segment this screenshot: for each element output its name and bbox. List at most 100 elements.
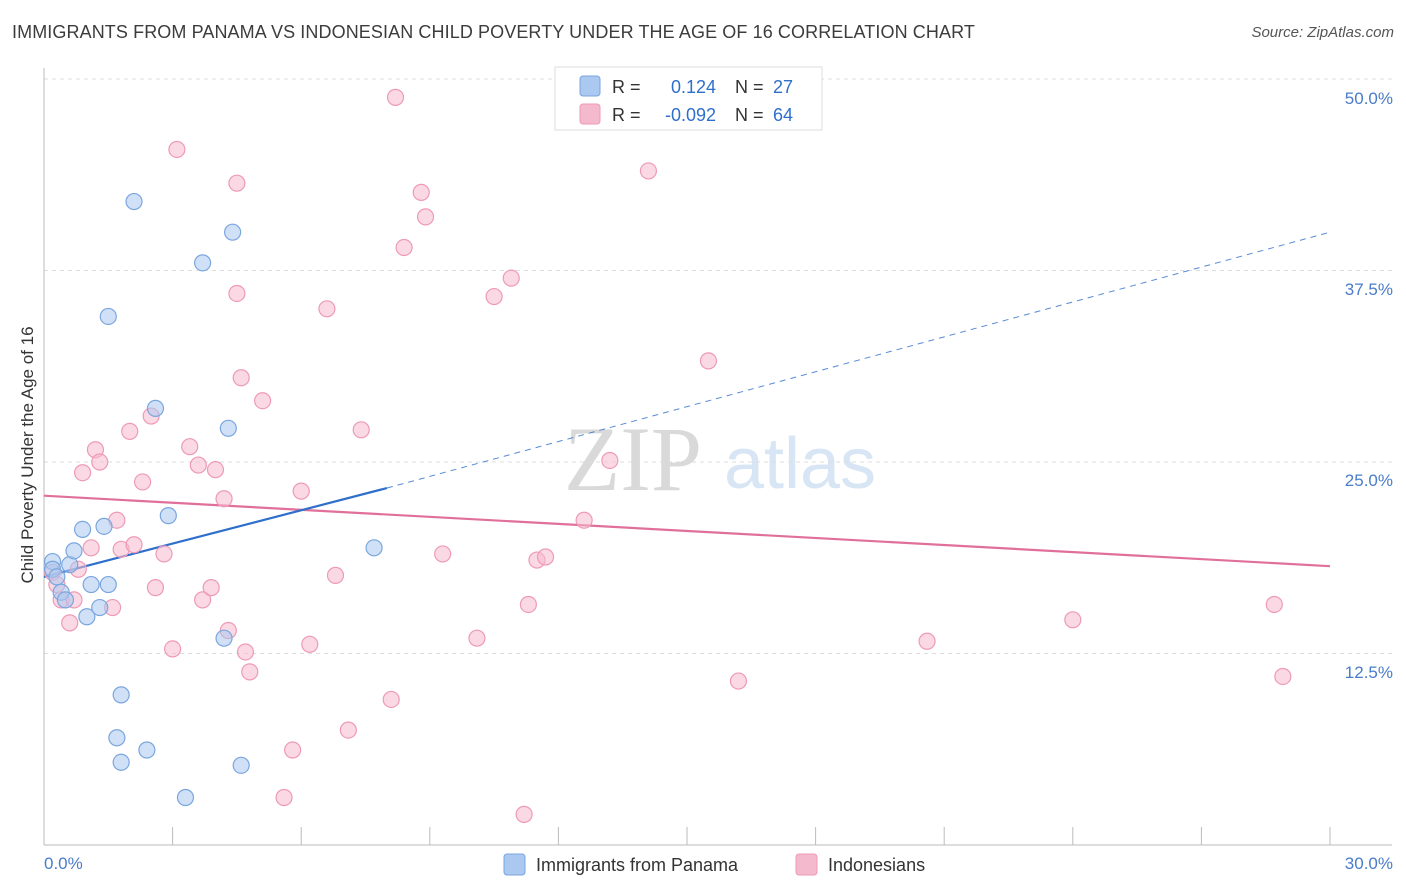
- stats-n-value: 64: [773, 105, 793, 125]
- point-indonesians: [168, 140, 186, 159]
- legend-swatch-blue: [503, 853, 526, 876]
- legend-label-indonesians: Indonesians: [828, 855, 925, 875]
- point-indonesians: [206, 461, 225, 479]
- stats-r-label: R =: [612, 77, 641, 97]
- stats-r-value: 0.124: [671, 77, 716, 97]
- trend-lines: [43, 231, 1331, 578]
- axes: [43, 68, 1392, 846]
- point-indonesians: [468, 629, 486, 647]
- x-tick-label-min: 0.0%: [44, 854, 83, 873]
- gridlines: [44, 78, 1392, 654]
- point-indonesians: [181, 438, 199, 456]
- point-panama: [125, 192, 143, 211]
- point-indonesians: [318, 300, 336, 318]
- trend-line-panama: [43, 486, 388, 578]
- point-indonesians: [395, 238, 413, 257]
- point-panama: [99, 575, 117, 594]
- point-panama: [219, 419, 237, 437]
- point-indonesians: [575, 511, 593, 529]
- watermark-atlas: atlas: [724, 424, 876, 504]
- point-indonesians: [412, 183, 430, 201]
- point-indonesians: [301, 635, 319, 653]
- point-indonesians: [292, 482, 310, 500]
- point-indonesians: [284, 741, 302, 759]
- stats-swatch-pink: [579, 103, 601, 125]
- point-panama: [215, 629, 233, 647]
- point-panama: [65, 542, 83, 560]
- point-indonesians: [275, 788, 293, 807]
- point-indonesians: [73, 464, 92, 482]
- x-tick-label-max: 30.0%: [1345, 854, 1393, 873]
- stats-n-label: N =: [735, 105, 764, 125]
- trend-line-indonesians: [43, 494, 1331, 568]
- point-panama: [159, 507, 177, 525]
- point-indonesians: [215, 490, 233, 508]
- y-axis-label: Child Poverty Under the Age of 16: [18, 326, 37, 583]
- stats-legend: R = 0.124 N = 27 R = -0.092 N = 64: [554, 66, 823, 131]
- point-panama: [73, 520, 92, 539]
- point-indonesians: [416, 208, 435, 226]
- point-panama: [108, 729, 126, 747]
- point-indonesians: [82, 539, 100, 557]
- point-indonesians: [382, 690, 400, 709]
- point-indonesians: [232, 369, 250, 387]
- point-indonesians: [519, 595, 537, 614]
- point-indonesians: [502, 269, 520, 287]
- point-panama: [232, 756, 250, 774]
- stats-swatch-blue: [579, 75, 601, 97]
- point-indonesians: [254, 392, 272, 410]
- point-indonesians: [339, 721, 357, 739]
- point-indonesians: [121, 422, 139, 440]
- point-indonesians: [1274, 667, 1292, 686]
- point-indonesians: [434, 545, 452, 563]
- point-indonesians: [918, 632, 936, 650]
- point-panama: [194, 254, 212, 272]
- y-tick-label-25: 25.0%: [1345, 471, 1393, 490]
- stats-r-value: -0.092: [665, 105, 716, 125]
- legend-swatch-pink: [795, 853, 818, 876]
- point-indonesians: [601, 451, 619, 470]
- point-panama: [146, 399, 165, 417]
- point-panama: [112, 686, 130, 704]
- point-indonesians: [326, 566, 345, 584]
- point-panama: [112, 753, 130, 771]
- data-points: [43, 88, 1292, 823]
- point-indonesians: [202, 579, 220, 597]
- legend-label-panama: Immigrants from Panama: [536, 855, 739, 875]
- point-indonesians: [91, 453, 109, 471]
- point-indonesians: [133, 473, 152, 491]
- point-panama: [95, 517, 113, 535]
- bottom-legend: Immigrants from Panama Indonesians: [503, 853, 925, 876]
- point-indonesians: [236, 643, 255, 661]
- point-panama: [224, 223, 242, 241]
- point-indonesians: [228, 174, 246, 192]
- point-indonesians: [352, 421, 370, 439]
- point-indonesians: [125, 536, 143, 554]
- watermark-zip: ZIP: [564, 408, 702, 510]
- point-panama: [91, 598, 109, 617]
- trend-line-panama-extrapolated: [386, 231, 1331, 489]
- y-tick-label-50: 50.0%: [1345, 89, 1393, 108]
- point-indonesians: [228, 284, 246, 303]
- point-indonesians: [164, 640, 182, 658]
- point-indonesians: [729, 672, 748, 690]
- point-indonesians: [241, 663, 259, 681]
- point-indonesians: [386, 88, 405, 106]
- point-indonesians: [515, 805, 533, 823]
- point-indonesians: [194, 591, 212, 609]
- point-panama: [138, 741, 156, 759]
- stats-r-label: R =: [612, 105, 641, 125]
- point-indonesians: [699, 352, 718, 370]
- y-tick-label-37.5: 37.5%: [1345, 280, 1393, 299]
- point-panama: [82, 575, 100, 594]
- stats-n-label: N =: [735, 77, 764, 97]
- chart-title: IMMIGRANTS FROM PANAMA VS INDONESIAN CHI…: [12, 22, 975, 42]
- source-label: Source: ZipAtlas.com: [1251, 24, 1394, 41]
- point-panama: [176, 788, 195, 807]
- point-indonesians: [536, 548, 555, 566]
- point-indonesians: [155, 545, 173, 563]
- point-panama: [56, 591, 75, 609]
- point-panama: [365, 539, 383, 557]
- point-indonesians: [146, 579, 165, 597]
